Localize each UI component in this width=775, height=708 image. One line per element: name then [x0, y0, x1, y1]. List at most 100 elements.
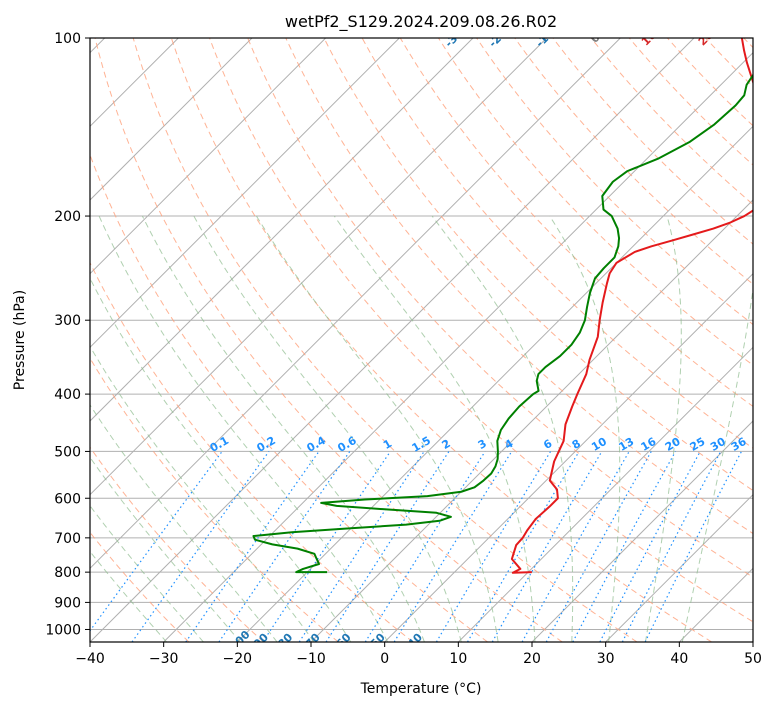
mixing-ratio-line	[185, 451, 320, 642]
isotherm-label: -90	[248, 630, 271, 653]
mixing-ratio-label: 2	[440, 437, 453, 452]
profile-series	[252, 38, 753, 574]
isotherm-gridline	[90, 38, 253, 201]
moist-adiabat	[549, 215, 621, 642]
dry-adiabat	[94, 38, 563, 642]
isotherm-gridline	[163, 51, 753, 642]
dry-adiabat	[399, 38, 753, 407]
mixing-ratio-line	[298, 451, 425, 642]
plot-frame	[89, 37, 754, 643]
y-tick-label: 100	[54, 31, 81, 47]
x-tick-label: 50	[744, 651, 762, 667]
x-tick-label: 40	[670, 651, 688, 667]
isotherm-label: -30	[442, 26, 465, 49]
isotherm-gridline	[90, 38, 695, 642]
mixing-ratio-line	[393, 451, 513, 642]
moist-adiabat	[681, 285, 753, 642]
isotherm-label: -50	[364, 630, 387, 653]
isotherm-gridline	[531, 420, 753, 642]
moist-adiabat	[90, 277, 352, 642]
axes: −40 −30 −20 −10 0 10 20 30 40 5010020030040050060…	[45, 31, 762, 667]
dry-adiabat	[361, 38, 753, 449]
moist-adiabat	[90, 550, 167, 642]
dry-adiabat	[667, 38, 753, 127]
x-tick-label: −40	[75, 651, 105, 667]
background-lines	[90, 38, 753, 642]
dry-adiabat	[209, 38, 753, 623]
y-tick-label: 600	[54, 491, 81, 507]
dry-adiabat	[323, 38, 753, 492]
y-tick-label: 800	[54, 565, 81, 581]
y-axis-label: Pressure (hPa)	[12, 290, 28, 390]
y-tick-label: 200	[54, 209, 81, 225]
y-tick-label: 1000	[45, 622, 81, 638]
dry-adiabat	[476, 38, 753, 326]
isotherm-gridline	[384, 272, 753, 642]
mixing-ratio-line	[325, 451, 450, 642]
dry-adiabat	[247, 38, 753, 578]
isotherm-label: 30	[756, 28, 775, 48]
y-tick-label: 700	[54, 531, 81, 547]
moist-adiabat	[98, 215, 389, 642]
x-tick-label: −30	[149, 651, 179, 667]
isotherm-label: 0	[588, 31, 603, 46]
dry-adiabat	[438, 38, 753, 366]
dry-adiabat	[90, 261, 414, 642]
dry-adiabat	[132, 38, 638, 642]
isotherm-gridline	[457, 346, 753, 642]
y-tick-label: 900	[54, 595, 81, 611]
x-tick-label: −20	[223, 651, 253, 667]
x-tick-label: 10	[449, 651, 467, 667]
line-labels: 0.1 0.2 0.4 0.6 1 1.5 2 3 4 6 8 10 13 16 20 25 30 36-100-…	[208, 26, 775, 653]
chart-title: wetPf2_S129.2024.209.08.26.R02	[285, 12, 557, 32]
isotherm-gridline	[605, 493, 753, 642]
mixing-ratio-line	[599, 451, 701, 642]
mixing-ratio-line	[545, 451, 652, 642]
mixing-ratio-line	[131, 451, 270, 642]
isotherm-label: -20	[486, 26, 509, 49]
dry-adiabat	[170, 38, 712, 642]
isotherm-label: 10	[639, 28, 659, 48]
mixing-ratio-line	[521, 451, 630, 642]
isotherm-gridline	[90, 38, 548, 496]
isotherm-gridline	[752, 641, 753, 642]
isotherm-label: 20	[696, 28, 716, 48]
moist-adiabat	[141, 215, 425, 642]
isotherm-label: -60	[330, 630, 353, 653]
isotherm-gridline	[90, 38, 474, 422]
dry-adiabat	[628, 38, 753, 166]
x-axis-label: Temperature (°C)	[360, 681, 482, 697]
dry-adiabat	[90, 531, 190, 642]
moist-adiabat	[90, 456, 241, 642]
isotherm-gridline	[90, 38, 400, 349]
moist-adiabat	[90, 345, 315, 642]
x-tick-label: 20	[523, 651, 541, 667]
dewpoint-profile	[252, 73, 753, 574]
isotherm-gridline	[678, 567, 753, 642]
dry-adiabat	[743, 38, 753, 49]
dry-adiabat	[90, 357, 339, 642]
y-tick-label: 500	[54, 444, 81, 460]
mixing-ratio-line	[491, 451, 603, 642]
moist-adiabat	[333, 215, 536, 642]
mixing-ratio-label: 6	[541, 437, 554, 452]
x-tick-label: −10	[296, 651, 326, 667]
mixing-ratio-label: 1	[381, 437, 394, 452]
moist-adiabat	[90, 504, 204, 642]
isotherm-gridline	[90, 38, 621, 570]
mixing-ratio-line	[572, 451, 677, 642]
mixing-ratio-line	[466, 451, 580, 642]
moist-adiabat	[90, 404, 278, 642]
moist-adiabat	[644, 215, 682, 642]
x-tick-label: 30	[597, 651, 615, 667]
mixing-ratio-line	[90, 451, 223, 632]
isotherm-gridline	[236, 125, 753, 642]
dry-adiabat	[90, 153, 488, 642]
dry-adiabat	[552, 38, 753, 245]
isotherm-label: -80	[272, 630, 295, 653]
mixing-ratio-line	[364, 451, 486, 642]
dry-adiabat	[514, 38, 753, 285]
y-tick-label: 400	[54, 387, 81, 403]
isotherm-label: -70	[300, 630, 323, 653]
